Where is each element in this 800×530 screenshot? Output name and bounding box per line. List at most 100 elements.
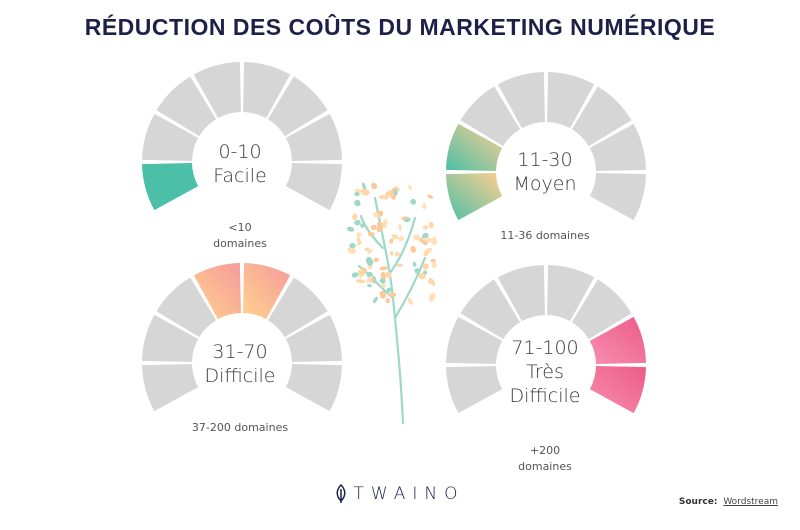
gauge-medium-segment-2 [446,123,503,171]
gauge-difficult-segment-2 [142,314,199,362]
gauge-difficult-segment-1 [142,364,199,412]
plant-leaf [373,212,380,219]
plant-leaf [349,242,356,249]
gauge-medium-segment-7 [589,123,646,171]
plant-leaf [389,238,394,244]
plant-leaf [424,251,428,257]
plant-leaf [410,245,417,253]
plant-leaf [423,247,433,255]
gauge-easy-segment-3 [156,76,217,137]
gauge-medium-range: 11-30 [517,149,573,171]
plant-leaf [388,292,397,298]
plant-leaf [360,188,370,196]
plant-leaf [427,194,434,199]
plant-leaf [373,257,380,263]
plant-leaf [414,268,420,274]
plant-leaf [351,272,359,278]
plant-illustration-icon [346,182,437,425]
gauge-easy-segment-2 [142,113,199,161]
source-label: Source: [678,497,718,507]
plant-leaf [372,275,376,284]
plant-leaf [422,225,429,230]
plant-leaf [424,237,434,243]
plant-leaf [422,263,429,270]
gauge-very-difficult-segment-1 [446,366,503,414]
plant-leaf [354,199,361,207]
plant-leaf [428,292,436,302]
gauge-easy-segment-8 [285,163,342,211]
plant-leaf [412,261,417,267]
plant-leaf [356,236,361,245]
plant-leaf [354,192,360,197]
plant-leaf [397,236,405,242]
gauge-difficult-level: Difficile [204,365,276,387]
plant-leaf [380,271,386,281]
gauge-easy-level: Facile [213,165,267,187]
plant-leaf [389,251,394,256]
plant-leaf [370,224,377,231]
gauge-medium-note-line-1: 11-36 domaines [500,229,590,242]
plant-leaf [381,283,386,289]
gauge-medium-segment-3 [460,86,521,147]
gauge-very-difficult-level-1: Très [526,361,564,383]
plant-leaf [418,272,426,280]
source-credit: Source: Wordstream [679,497,778,507]
gauge-very-difficult-label: 71-100 Très Difficile [495,336,595,408]
plant-leaf [367,231,375,237]
gauge-difficult-note-line-1: 37-200 domaines [191,421,289,434]
plant-leaf [428,277,436,286]
gauge-medium [446,72,646,221]
plant-leaf [422,202,427,210]
plant-leaf [367,284,372,288]
plant-leaf [355,279,366,284]
gauge-medium-segment-6 [571,86,632,147]
gauge-difficult-note: 37-200 domaines [170,420,310,436]
gauge-easy-note: <10 domaines [190,220,290,252]
plant-leaf [378,194,386,199]
plant-leaf [357,269,365,277]
plant-leaf [371,182,378,190]
gauge-medium-segment-5 [547,72,595,129]
gauge-medium-level: Moyen [513,173,577,195]
plant-leaf [360,223,365,228]
gauge-very-difficult-note: +200 domaines [495,443,595,475]
plant-leaf [430,258,436,263]
gauge-medium-note: 11-36 domaines [480,228,610,244]
gauge-very-difficult-note-line-2: domaines [518,460,572,473]
gauge-easy [142,62,342,211]
logo-text: TWAINO [353,484,465,504]
source-link[interactable]: Wordstream [723,497,778,507]
gauge-difficult-segment-4 [193,263,241,320]
gauge-very-difficult [446,265,646,414]
gauge-medium-segment-1 [446,173,503,221]
gauge-very-difficult-note-line-1: +200 [529,444,561,457]
gauge-easy-segment-5 [243,62,291,119]
gauge-very-difficult-segment-4 [497,265,545,322]
gauge-easy-label: 0-10 Facile [190,140,290,188]
plant-leaf [428,221,434,229]
plant-leaf [391,233,399,240]
gauge-very-difficult-segment-8 [589,366,646,414]
plant-leaf [412,234,421,241]
gauge-very-difficult-segment-6 [571,279,632,340]
plant-leaf [346,226,355,232]
plant-leaf [347,247,357,254]
plant-leaf [385,271,392,278]
plant-leaf [410,198,417,205]
plant-leaf [386,287,392,293]
plant-leaf [396,263,404,267]
gauge-easy-range: 0-10 [218,141,262,163]
plant-leaf [431,236,437,246]
plant-leaf [354,219,361,226]
gauge-difficult-segment-6 [267,277,328,338]
plant-leaf [366,271,374,278]
plant-leaf [365,256,374,266]
gauge-difficult-range: 31-70 [212,341,268,363]
plant-leaf [376,222,384,233]
gauge-medium-segment-8 [589,173,646,221]
gauge-very-difficult-segment-7 [589,316,646,364]
page-title: RÉDUCTION DES COÛTS DU MARKETING NUMÉRIQ… [84,14,716,40]
gauge-easy-segment-7 [285,113,342,161]
gauge-very-difficult-range: 71-100 [511,337,579,359]
gauge-very-difficult-segment-5 [547,265,595,322]
